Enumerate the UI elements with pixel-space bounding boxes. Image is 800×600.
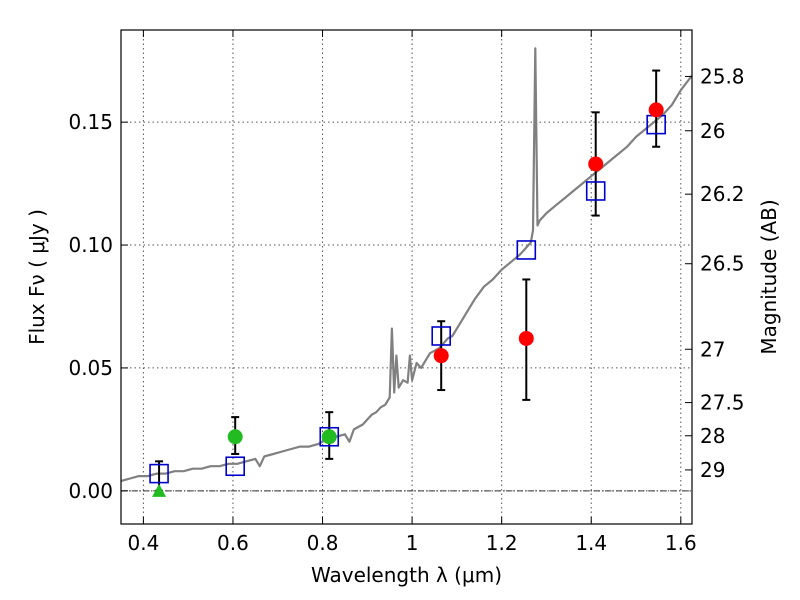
magnitude-tick-label: 27.5 xyxy=(700,391,745,415)
grid-lines xyxy=(121,30,692,524)
magnitude-tick-label: 26.5 xyxy=(700,252,745,276)
observed-flux-point xyxy=(518,330,534,346)
x-tick-label: 0.4 xyxy=(127,531,159,555)
magnitude-tick-label: 26 xyxy=(700,119,725,143)
model-photometry-point xyxy=(225,456,245,477)
x-axis-label: Wavelength λ (μm) xyxy=(311,563,502,587)
magnitude-tick-label: 28 xyxy=(700,424,725,448)
data-layer xyxy=(120,47,693,497)
y2-axis-label: Magnitude (AB) xyxy=(757,199,781,354)
observed-flux-point xyxy=(227,429,243,445)
upper-limit-marker xyxy=(152,483,167,497)
y-tick-label: 0.10 xyxy=(68,233,113,257)
plot-frame xyxy=(120,29,693,525)
x-tick-label: 1.6 xyxy=(665,531,697,555)
ticks: 0.4 0.6 0.8 1 1.2 1.4 1.6 0.00 0.05 0.10 0.15 25.8 2… xyxy=(68,30,745,555)
observed-flux-point xyxy=(321,429,337,445)
model-photometry-point xyxy=(149,463,169,484)
x-tick-label: 1.2 xyxy=(486,531,518,555)
magnitude-tick-label: 29 xyxy=(700,458,725,482)
x-tick-label: 0.8 xyxy=(307,531,339,555)
observed-flux-point xyxy=(588,156,604,172)
model-spectrum-line xyxy=(120,47,693,483)
y-tick-label: 0.05 xyxy=(68,356,113,380)
model-photometry-point xyxy=(516,240,537,260)
y-axis-label: Flux Fν ( μJy ) xyxy=(25,209,49,345)
x-tick-label: 1 xyxy=(406,531,419,555)
model-photometry-point xyxy=(431,326,452,346)
model-photometry-point xyxy=(319,426,340,447)
y-tick-label: 0.00 xyxy=(68,479,113,503)
observed-flux-point xyxy=(433,348,449,364)
magnitude-tick-label: 25.8 xyxy=(700,64,745,88)
magnitude-tick-label: 26.2 xyxy=(700,182,745,206)
y-tick-label: 0.15 xyxy=(68,110,113,134)
x-tick-label: 1.4 xyxy=(575,531,607,555)
magnitude-tick-label: 27 xyxy=(700,337,725,361)
observed-flux-point xyxy=(648,102,664,118)
model-photometry-point xyxy=(585,181,606,201)
x-tick-label: 0.6 xyxy=(217,531,249,555)
